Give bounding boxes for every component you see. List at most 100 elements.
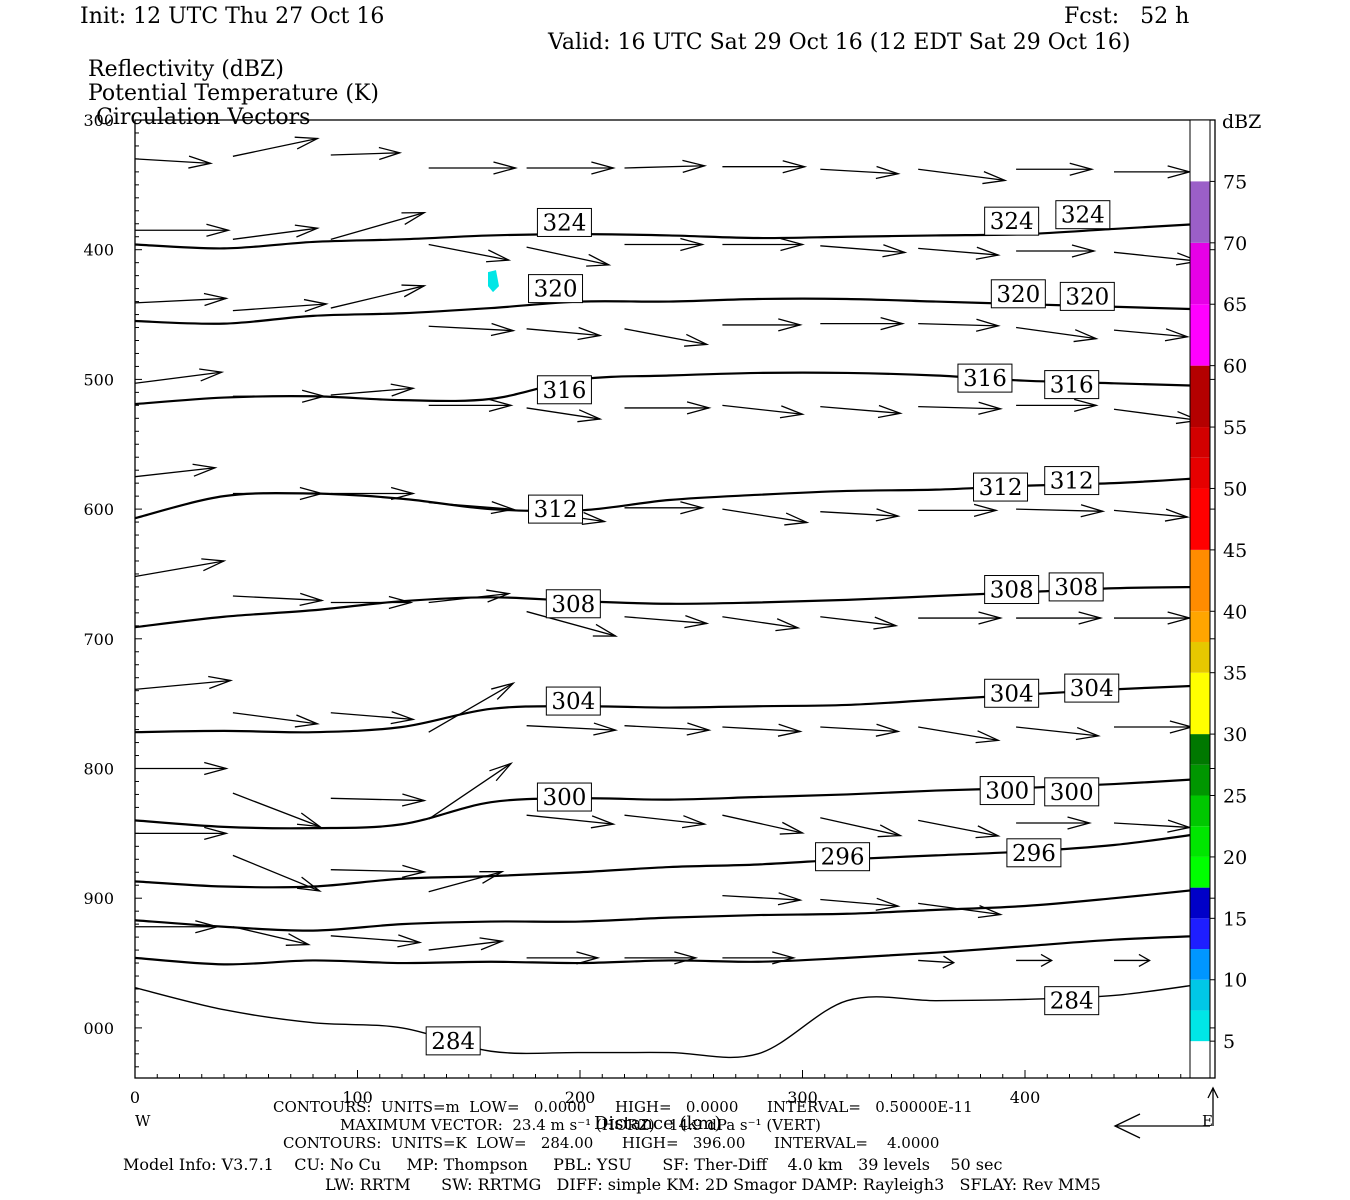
model-info-line-1: Model Info: V3.7.1 CU: No Cu MP: Thompso…: [123, 1155, 1003, 1174]
vector-shaft: [526, 725, 616, 731]
vector-head: [590, 815, 616, 829]
circulation-vector: [135, 558, 227, 578]
vector-head: [982, 171, 1008, 185]
circulation-vector: [428, 681, 516, 733]
contour-label-box: [536, 375, 592, 405]
east-label: E: [1202, 1112, 1213, 1130]
vector-shaft: [918, 959, 954, 964]
vector-head: [489, 762, 514, 782]
circulation-vector: [918, 246, 1001, 260]
west-label: W: [135, 1112, 151, 1130]
circulation-vector: [1016, 504, 1106, 518]
theta-contour-layer: [135, 222, 1204, 1059]
y-tick-label: 800: [83, 760, 114, 779]
vector-head: [875, 723, 901, 737]
colorbar-tick-label: 25: [1223, 786, 1247, 808]
contour-label-text: 316: [542, 378, 586, 404]
vector-head: [199, 368, 225, 382]
circulation-vector: [330, 864, 427, 878]
circulation-vector: [428, 322, 516, 337]
vector-head: [880, 317, 906, 331]
vector-shaft: [330, 935, 420, 944]
circulation-vector: [232, 389, 327, 403]
contour-label-text: 324: [1061, 203, 1105, 229]
circulation-vector: [232, 298, 329, 313]
vector-head: [778, 318, 803, 332]
contour-label-text: 304: [1070, 676, 1114, 702]
circulation-vector: [918, 611, 1003, 625]
circulation-vector: [722, 160, 808, 174]
vector-head: [303, 298, 329, 313]
vector-head: [674, 951, 699, 965]
contour-label-box: [984, 575, 1040, 605]
vector-head: [299, 592, 325, 606]
contour-label-box: [815, 842, 871, 872]
vector-shaft: [918, 405, 1001, 410]
circulation-vector: [1114, 720, 1195, 734]
vector-shaft: [330, 387, 414, 396]
colorbar: 5 10 15 20 25 30 35 40 45 50 55 60 65 70 75 dBZ: [1189, 111, 1261, 1079]
circulation-vector: [330, 486, 416, 501]
reflectivity-patch: [488, 270, 499, 293]
circulation-vector: [428, 871, 505, 893]
circulation-vector: [1113, 251, 1202, 266]
circulation-vector: [918, 318, 1001, 332]
vector-shaft: [428, 501, 514, 510]
vector-head: [780, 237, 805, 252]
circulation-vector: [232, 792, 322, 828]
colorbar-tick-label: 70: [1223, 233, 1247, 255]
vector-shaft: [624, 616, 707, 625]
colorbar-segment: [1190, 549, 1210, 612]
vector-head: [401, 211, 427, 225]
circulation-vector: [1016, 326, 1099, 343]
vector-shaft: [428, 592, 509, 604]
contour-label-text: 304: [990, 681, 1034, 707]
circulation-vector: [526, 161, 616, 175]
contour-label: 320: [1059, 281, 1115, 311]
vector-head: [1069, 162, 1095, 176]
vector-head: [493, 161, 518, 175]
vector-shaft: [1016, 508, 1103, 512]
circulation-vector: [624, 615, 710, 629]
colorbar-segment: [1190, 764, 1210, 796]
vector-head: [877, 404, 903, 419]
circulation-vector: [526, 610, 618, 637]
circulation-vector: [1016, 398, 1099, 412]
vector-head: [577, 409, 603, 423]
contour-label-box: [973, 472, 1029, 502]
circulation-vector: [820, 404, 903, 419]
contours-info-height: CONTOURS: UNITS=m LOW= 0.0000 HIGH= 0.00…: [273, 1098, 973, 1116]
vector-head: [1075, 726, 1101, 741]
vector-head: [875, 897, 901, 911]
y-tick-label: 700: [83, 630, 114, 649]
contour-label: 324: [1055, 200, 1111, 230]
y-tick-label: 900: [83, 889, 114, 908]
vector-shaft: [1113, 822, 1190, 829]
circulation-vector: [232, 854, 322, 892]
vector-scale-arrowhead: [1113, 1113, 1141, 1139]
vector-shaft: [232, 303, 327, 312]
contour-label-text: 320: [534, 277, 578, 303]
circulation-vector: [526, 407, 603, 423]
circulation-vector: [918, 955, 956, 969]
vector-shaft: [428, 762, 512, 820]
vector-head: [479, 937, 505, 951]
circulation-vector: [330, 383, 416, 397]
vector-head: [1040, 953, 1054, 968]
circulation-vector: [918, 902, 1003, 919]
contour-label: 296: [815, 842, 871, 872]
vector-shaft: [1113, 408, 1199, 422]
contour-label: 324: [536, 207, 592, 237]
circulation-vector: [722, 237, 805, 252]
vector-head: [188, 155, 214, 169]
colorbar-tick-label: 55: [1223, 417, 1247, 439]
theta-contour-304: [135, 684, 1204, 734]
contour-label-text: 300: [985, 779, 1029, 805]
vector-shaft: [722, 814, 803, 834]
vector-head: [285, 933, 311, 946]
contour-label-box: [984, 678, 1040, 708]
circulation-vector: [722, 814, 805, 835]
vector-shaft: [722, 508, 808, 524]
vector-head: [204, 826, 229, 840]
circulation-vector: [526, 814, 616, 829]
